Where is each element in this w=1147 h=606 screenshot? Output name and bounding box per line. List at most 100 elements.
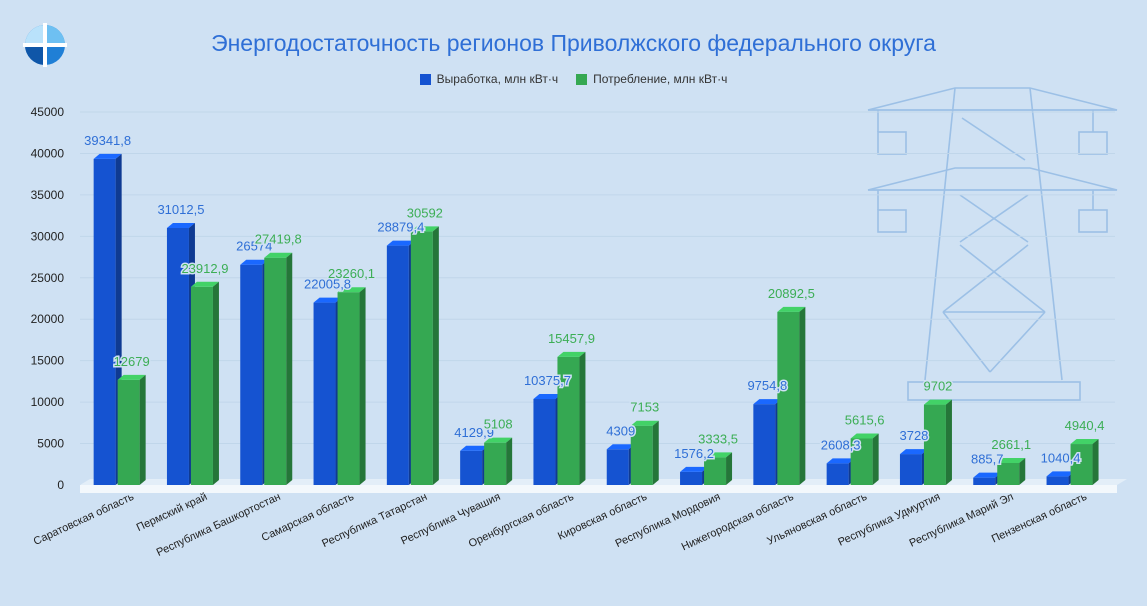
data-label-consumption: 4940,4 (1065, 418, 1105, 433)
bar-top (997, 457, 1026, 463)
data-label-production: 39341,8 (84, 133, 131, 148)
data-label-production: 1576,2 (674, 446, 714, 461)
bar-front (264, 257, 287, 485)
y-tick-label: 45000 (31, 105, 65, 119)
bar-production (753, 399, 782, 485)
y-tick-label: 35000 (31, 188, 65, 202)
logo-icon (23, 23, 67, 67)
bar-front (533, 398, 556, 485)
bar-front (923, 404, 946, 485)
bar-production (826, 458, 855, 485)
bar-front (973, 477, 996, 485)
bar-front (166, 227, 189, 485)
x-tick-label: Республика Башкортостан (155, 491, 283, 559)
bar-front (680, 471, 703, 485)
power-pylon-illustration (867, 87, 1118, 401)
bar-side (359, 287, 366, 485)
bar-top (704, 452, 733, 458)
bar-front (557, 356, 580, 485)
data-label-production: 10375,7 (524, 373, 571, 388)
bar-side (506, 437, 513, 485)
data-label-consumption: 5615,6 (845, 412, 885, 427)
bar-consumption (557, 351, 586, 485)
data-label-production: 2608,3 (821, 437, 861, 452)
data-label-consumption: 23260,1 (328, 266, 375, 281)
bar-front (606, 449, 629, 485)
bar-consumption (630, 420, 659, 485)
bar-consumption (923, 399, 952, 485)
bar-front (899, 454, 922, 485)
bar-top (557, 351, 586, 357)
bar-top (337, 287, 366, 293)
bar-top (410, 226, 439, 232)
bar-front (240, 264, 263, 485)
x-tick-label: Саратовская область (32, 491, 136, 548)
bar-front (410, 231, 433, 485)
bar-front (850, 438, 873, 485)
data-label-consumption: 7153 (630, 400, 659, 415)
bar-top (753, 399, 782, 405)
bar-consumption (484, 437, 513, 485)
data-label-production: 28879,4 (377, 220, 424, 235)
y-tick-label: 20000 (31, 312, 65, 326)
y-tick-label: 10000 (31, 395, 65, 409)
bar-top (190, 281, 219, 287)
bar-front (704, 457, 727, 485)
bar-production (93, 153, 122, 485)
bar-production (313, 297, 342, 485)
bar-front (337, 292, 360, 485)
bar-top (240, 259, 269, 265)
bar-consumption (117, 374, 146, 485)
bar-front (777, 311, 800, 485)
data-label-production: 885,7 (971, 452, 1004, 467)
legend-label-consumption: Потребление, млн кВт·ч (593, 72, 728, 86)
y-tick-label: 30000 (31, 229, 65, 243)
bar-consumption (337, 287, 366, 485)
bar-production (899, 449, 928, 485)
bar-production (1046, 471, 1075, 485)
data-label-production: 1040,4 (1041, 450, 1081, 465)
bar-side (799, 306, 806, 485)
bar-top (850, 433, 879, 439)
bar-top (484, 437, 513, 443)
bar-consumption (1070, 439, 1099, 485)
data-label-production: 3728 (899, 428, 928, 443)
data-label-production: 22005,8 (304, 277, 351, 292)
bar-consumption (704, 452, 733, 485)
bar-top (166, 222, 195, 228)
bar-top (460, 445, 489, 451)
bar-production (680, 466, 709, 485)
bar-front (997, 462, 1020, 485)
legend-item-production: Выработка, млн кВт·ч (419, 72, 559, 86)
y-tick-label: 0 (57, 478, 64, 492)
bar-top (680, 466, 709, 472)
bar-production (386, 240, 415, 485)
chart-floor (80, 479, 1127, 493)
chart-title: Энергодостаточность регионов Приволжског… (211, 30, 936, 56)
bar-side (726, 452, 733, 485)
y-tick-label: 25000 (31, 271, 65, 285)
bar-top (630, 420, 659, 426)
bar-production (533, 393, 562, 485)
bar-side (1092, 439, 1099, 485)
data-label-production: 31012,5 (157, 202, 204, 217)
bar-consumption (264, 252, 293, 485)
bar-top (973, 472, 1002, 478)
legend-label-production: Выработка, млн кВт·ч (436, 72, 559, 86)
bar-front (826, 463, 849, 485)
floor-top (80, 479, 1127, 485)
bar-front (630, 425, 653, 485)
bar-front (386, 245, 409, 485)
bar-side (872, 433, 879, 485)
bar-side (652, 420, 659, 485)
bar-top (923, 399, 952, 405)
bar-top (1046, 471, 1075, 477)
y-tick-label: 15000 (31, 354, 65, 368)
bar-production (240, 259, 269, 485)
bar-top (826, 458, 855, 464)
bar-front (460, 450, 483, 485)
data-label-production: 26574 (236, 239, 272, 254)
data-label-consumption: 12679 (114, 354, 150, 369)
